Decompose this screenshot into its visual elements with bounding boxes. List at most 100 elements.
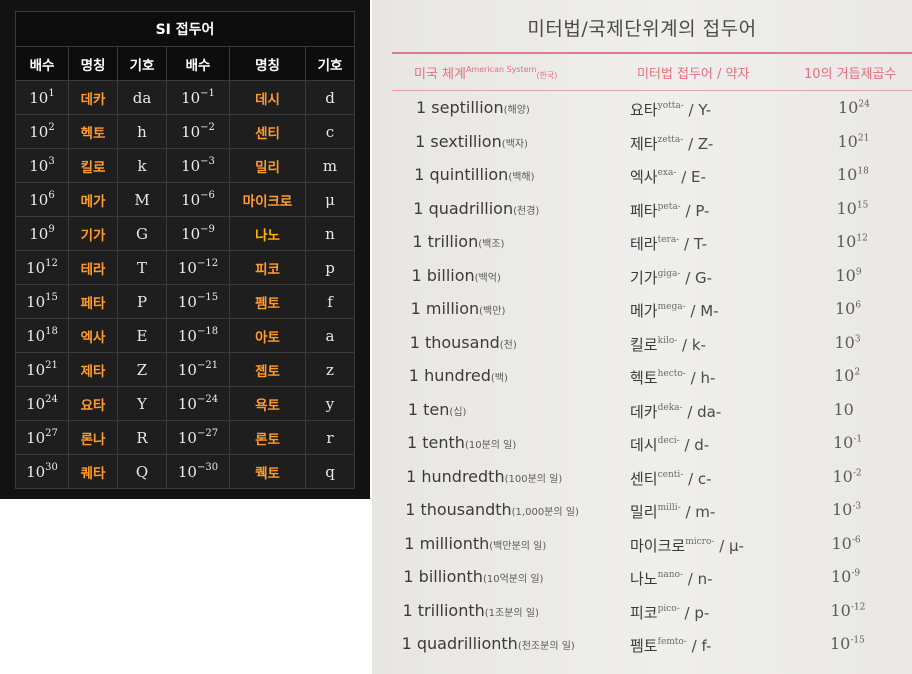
doc-header-american: 미국 체계American System(한국) [414, 65, 558, 82]
prefix-name-cell: 퀙토 [229, 454, 306, 489]
prefix-name-cell: 헥토 [68, 114, 118, 149]
power-of-ten: 1021 [837, 131, 870, 151]
symbol-cell: d [305, 80, 355, 115]
list-item: 1 thousandth(1,000분의 일) 밀리milli- / m- 10-3 [372, 496, 912, 526]
prefix-name-cell: 욕토 [229, 386, 306, 421]
multiple-cell: 1021 [15, 352, 69, 387]
multiple-cell: 1018 [15, 318, 69, 353]
symbol-cell: Q [117, 454, 167, 489]
table-row: 101 데카 da 10−1 데시 d [15, 80, 355, 115]
prefix-name-cell: 론나 [68, 420, 118, 455]
prefix-name-cell: 페타 [68, 284, 118, 319]
list-item: 1 thousand(천) 킬로kilo- / k- 103 [372, 329, 912, 359]
symbol-cell: R [117, 420, 167, 455]
metric-prefix: 데시deci- / d- [630, 436, 710, 454]
power-of-ten: 10-2 [832, 466, 862, 486]
symbol-cell: da [117, 80, 167, 115]
submultiple-cell: 10−12 [166, 250, 230, 285]
american-name: 1 trillionth(1조분의 일) [402, 600, 539, 620]
symbol-cell: q [305, 454, 355, 489]
symbol-cell: h [117, 114, 167, 149]
submultiple-cell: 10−1 [166, 80, 230, 115]
american-name: 1 thousandth(1,000분의 일) [405, 500, 579, 519]
power-of-ten: 1024 [838, 98, 870, 117]
list-item: 1 quadrillionth(천조분의 일) 펨토femto- / f- 10-1… [372, 630, 912, 660]
american-name: 1 million(백만) [410, 299, 506, 318]
table-row: 1015 페타 P 10−15 펨토 f [15, 284, 355, 319]
submultiple-cell: 10−3 [166, 148, 230, 183]
submultiple-cell: 10−27 [166, 420, 230, 455]
prefix-name-cell: 젭토 [229, 352, 306, 387]
metric-prefix: 테라tera- / T- [630, 235, 708, 253]
list-item: 1 millionth(백만분의 일) 마이크로micro- / μ- 10-6 [372, 530, 912, 560]
american-name: 1 hundred(백) [408, 366, 508, 385]
symbol-cell: Z [117, 352, 167, 387]
metric-prefix: 제타zetta- / Z- [630, 134, 714, 153]
submultiple-cell: 10−2 [166, 114, 230, 149]
power-of-ten: 1012 [836, 232, 868, 251]
power-of-ten: 10-12 [830, 600, 866, 620]
prefix-name-cell: 엑사 [68, 318, 118, 353]
list-item: 1 quadrillion(천경) 페타peta- / P- 1015 [372, 195, 912, 225]
symbol-cell: f [305, 284, 355, 319]
prefix-name-cell: 테라 [68, 250, 118, 285]
prefix-name-cell: 메가 [68, 182, 118, 217]
metric-prefix: 킬로kilo- / k- [630, 335, 706, 354]
american-name: 1 tenth(10분의 일) [407, 433, 517, 452]
doc-header-power: 10의 거듭제곱수 [804, 67, 897, 82]
metric-prefix: 펨토femto- / f- [630, 637, 712, 655]
prefix-name-cell: 나노 [229, 216, 306, 251]
metric-prefix: 마이크로micro- / μ- [630, 536, 744, 555]
power-of-ten: 1018 [837, 165, 869, 184]
table-row: 109 기가 G 10−9 나노 n [15, 216, 355, 251]
prefix-name-cell: 제타 [68, 352, 118, 387]
prefix-name-cell: 기가 [68, 216, 118, 251]
power-of-ten: 10-1 [833, 433, 863, 452]
symbol-cell: P [117, 284, 167, 319]
prefix-name-cell: 센티 [229, 114, 306, 149]
list-item: 1 quintillion(백해) 엑사exa- / E- 1018 [372, 161, 912, 191]
american-name: 1 quintillion(백해) [414, 165, 535, 184]
list-item: 1 hundredth(100분의 일) 센티centi- / c- 10-2 [372, 463, 912, 493]
metric-prefix: 요타yotta- / Y- [630, 101, 712, 119]
power-of-ten: 10-15 [830, 634, 865, 653]
column-header-name-negative: 명칭 [229, 46, 306, 81]
metric-prefix: 센티centi- / c- [630, 469, 712, 488]
american-name: 1 billionth(10억분의 일) [403, 567, 544, 586]
prefix-name-cell: 데시 [229, 80, 306, 115]
table-row: 102 헥토 h 10−2 센티 c [15, 114, 355, 149]
american-name: 1 millionth(백만분의 일) [404, 533, 547, 553]
table-row: 106 메가 M 10−6 마이크로 μ [15, 182, 355, 217]
multiple-cell: 1012 [15, 250, 69, 285]
metric-prefix: 페타peta- / P- [630, 201, 710, 220]
symbol-cell: y [305, 386, 355, 421]
metric-prefix: 메가mega- / M- [630, 302, 719, 320]
column-header-symbol: 기호 [117, 46, 167, 81]
symbol-cell: p [305, 250, 355, 285]
symbol-cell: c [305, 114, 355, 149]
symbol-cell: a [305, 318, 355, 353]
symbol-cell: G [117, 216, 167, 251]
metric-prefix: 기가giga- / G- [630, 268, 713, 287]
american-name: 1 septillion(해양) [416, 98, 530, 117]
american-name: 1 ten(십) [407, 399, 467, 419]
power-of-ten: 10-9 [831, 567, 861, 586]
symbol-cell: M [117, 182, 167, 217]
prefix-name-cell: 피코 [229, 250, 306, 285]
list-item: 1 septillion(해양) 요타yotta- / Y- 1024 [372, 94, 912, 124]
header-bottom-rule [392, 90, 912, 91]
table-row: 1012 테라 T 10−12 피코 p [15, 250, 355, 285]
table-row: 1024 요타 Y 10−24 욕토 y [15, 386, 355, 421]
submultiple-cell: 10−6 [166, 182, 230, 217]
symbol-cell: n [305, 216, 355, 251]
list-item: 1 billion(백억) 기가giga- / G- 109 [372, 262, 912, 292]
symbol-cell: z [305, 352, 355, 387]
prefix-name-cell: 론토 [229, 420, 306, 455]
power-of-ten: 109 [835, 265, 862, 285]
table-row: 1018 엑사 E 10−18 아토 a [15, 318, 355, 353]
list-item: 1 ten(십) 데카deka- / da- 10 [372, 396, 912, 426]
textbook-photo: 미터법/국제단위계의 접두어 미국 체계American System(한국) … [372, 0, 912, 674]
symbol-cell: m [305, 148, 355, 183]
submultiple-cell: 10−21 [166, 352, 230, 387]
prefix-name-cell: 마이크로 [229, 182, 306, 217]
